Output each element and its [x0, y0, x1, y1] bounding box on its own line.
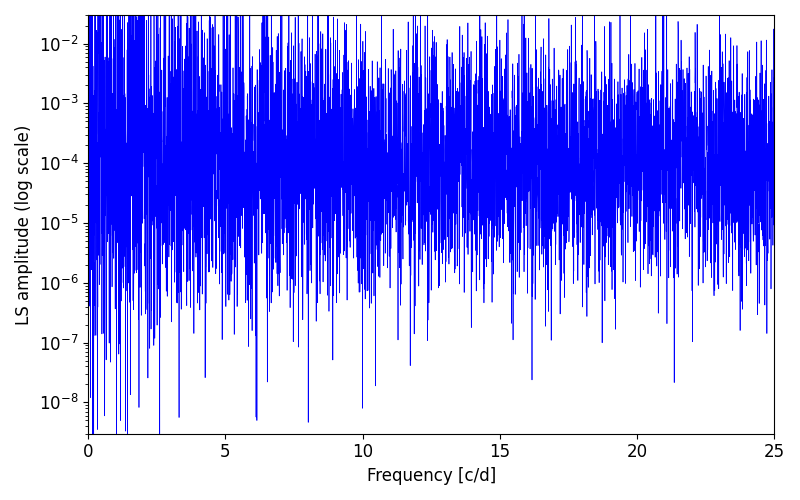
X-axis label: Frequency [c/d]: Frequency [c/d] [366, 467, 496, 485]
Y-axis label: LS amplitude (log scale): LS amplitude (log scale) [15, 124, 33, 324]
